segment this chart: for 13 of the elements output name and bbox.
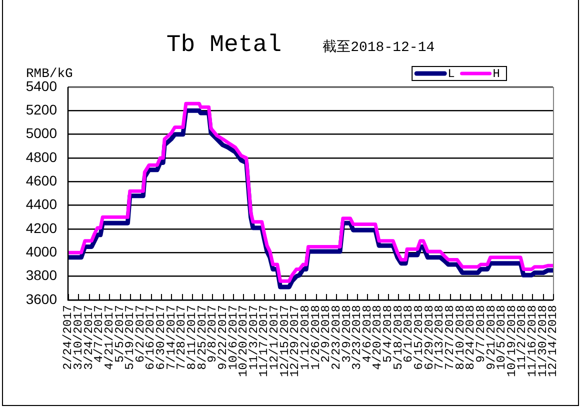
y-tick-label: 4200 <box>26 220 58 236</box>
y-tick-label: 3800 <box>26 267 58 284</box>
chart-title: Tb Metal <box>166 32 282 59</box>
y-tick-label: 4800 <box>26 148 58 165</box>
y-tick-label: 5000 <box>26 125 58 142</box>
y-tick-label: 4400 <box>26 196 58 212</box>
legend-label: L <box>448 67 455 82</box>
chart-subtitle: 截至2018-12-14 <box>322 39 435 56</box>
y-tick-label: 5200 <box>26 102 58 118</box>
y-tick-label: 3600 <box>26 290 58 307</box>
y-tick-label: 4000 <box>26 244 58 260</box>
y-tick-label: 4600 <box>26 172 58 189</box>
legend-label: H <box>492 67 500 82</box>
